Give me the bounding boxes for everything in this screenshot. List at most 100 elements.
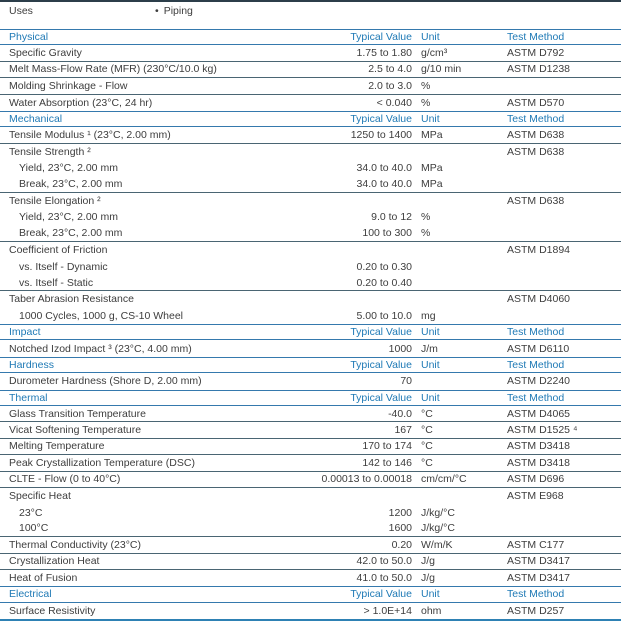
section-title: Electrical bbox=[9, 588, 52, 601]
unit: % bbox=[421, 96, 431, 109]
property-name: Heat of Fusion bbox=[9, 572, 78, 585]
table-row: Tensile Strength ² ASTM D638 bbox=[0, 144, 621, 160]
section-header-row: Hardness Typical Value Unit Test Method bbox=[0, 356, 621, 374]
table-row: Glass Transition Temperature -40.0 °C ASTM … bbox=[0, 406, 621, 423]
typical-value: 70 bbox=[400, 375, 412, 388]
typical-value: 0.00013 to 0.00018 bbox=[321, 473, 412, 486]
section-header-row: Electrical Typical Value Unit Test Method bbox=[0, 586, 621, 603]
col-header-typical-value: Typical Value bbox=[350, 391, 412, 404]
uses-value: • Piping bbox=[155, 5, 621, 17]
col-header-unit: Unit bbox=[421, 31, 440, 44]
typical-value: 170 to 174 bbox=[362, 440, 412, 453]
typical-value: 0.20 to 0.40 bbox=[356, 276, 412, 289]
table-row: Thermal Conductivity (23°C) 0.20 W/m/K ASTM… bbox=[0, 537, 621, 554]
typical-value: -40.0 bbox=[388, 407, 412, 420]
property-name: Yield, 23°C, 2.00 mm bbox=[19, 211, 118, 224]
unit: J/kg/°C bbox=[421, 522, 455, 535]
property-name: Notched Izod Impact ³ (23°C, 4.00 mm) bbox=[9, 342, 192, 355]
typical-value: 100 to 300 bbox=[362, 227, 412, 240]
test-method: ASTM D1894 bbox=[507, 244, 571, 257]
table-row: Surface Resistivity > 1.0E+14 ohm ASTM D257 bbox=[0, 603, 621, 619]
property-name: Tensile Modulus ¹ (23°C, 2.00 mm) bbox=[9, 129, 171, 142]
test-method: ASTM D638 bbox=[507, 145, 565, 158]
typical-value: < 0.040 bbox=[376, 96, 412, 109]
typical-value: 1200 bbox=[388, 506, 412, 519]
table-row: Vicat Softening Temperature 167 °C ASTM D15… bbox=[0, 422, 621, 439]
table-row: Taber Abrasion Resistance ASTM D4060 bbox=[0, 291, 621, 307]
property-name: Molding Shrinkage - Flow bbox=[9, 79, 128, 92]
col-header-typical-value: Typical Value bbox=[350, 113, 412, 126]
typical-value: 5.00 to 10.0 bbox=[356, 309, 412, 322]
test-method: ASTM D3417 bbox=[507, 572, 571, 585]
unit: mg bbox=[421, 309, 436, 322]
table-row: Break, 23°C, 2.00 mm 100 to 300% bbox=[0, 226, 621, 243]
unit: W/m/K bbox=[421, 538, 453, 551]
test-method: ASTM E968 bbox=[507, 490, 564, 503]
typical-value: 1.75 to 1.80 bbox=[356, 47, 412, 60]
table-row: Crystallization Heat 42.0 to 50.0 J/g ASTM … bbox=[0, 554, 621, 570]
unit: J/m bbox=[421, 342, 438, 355]
unit: J/g bbox=[421, 555, 436, 568]
table-row: 23°C 1200 J/kg/°C bbox=[0, 504, 621, 520]
typical-value: 2.5 to 4.0 bbox=[368, 63, 412, 76]
section-title: Physical bbox=[9, 31, 49, 44]
test-method: ASTM D3418 bbox=[507, 440, 571, 453]
section-title: Thermal bbox=[9, 391, 48, 404]
table-row: CLTE - Flow (0 to 40°C) 0.00013 to 0.0001… bbox=[0, 472, 621, 488]
table-row: Coefficient of Friction ASTM D1894 bbox=[0, 242, 621, 258]
table-row: 100°C 1600 J/kg/°C bbox=[0, 521, 621, 538]
table-row: Yield, 23°C, 2.00 mm 9.0 to 12% bbox=[0, 209, 621, 225]
test-method: ASTM D4065 bbox=[507, 407, 571, 420]
typical-value: 1000 bbox=[388, 342, 412, 355]
test-method: ASTM D1238 bbox=[507, 63, 571, 76]
table-row: Specific Heat ASTM E968 bbox=[0, 488, 621, 504]
typical-value: 2.0 to 3.0 bbox=[368, 79, 412, 92]
property-name: Break, 23°C, 2.00 mm bbox=[19, 227, 123, 240]
property-name: vs. Itself - Dynamic bbox=[19, 260, 108, 273]
table-row: Specific Gravity 1.75 to 1.80 g/cm³ ASTM D7… bbox=[0, 45, 621, 62]
table-row: Yield, 23°C, 2.00 mm 34.0 to 40.0 MPa bbox=[0, 160, 621, 176]
property-name: Glass Transition Temperature bbox=[9, 407, 146, 420]
test-method: ASTM D792 bbox=[507, 47, 565, 60]
test-method: ASTM C177 bbox=[507, 538, 565, 551]
typical-value: 42.0 to 50.0 bbox=[356, 555, 412, 568]
col-header-typical-value: Typical Value bbox=[350, 326, 412, 339]
section-header-row: Physical Typical Value Unit Test Method bbox=[0, 29, 621, 46]
col-header-typical-value: Typical Value bbox=[350, 588, 412, 601]
test-method: ASTM D570 bbox=[507, 96, 565, 109]
unit: % bbox=[421, 211, 431, 224]
test-method: ASTM D3418 bbox=[507, 456, 571, 469]
table-row: Water Absorption (23°C, 24 hr) < 0.040% AS… bbox=[0, 95, 621, 111]
col-header-test-method: Test Method bbox=[507, 588, 565, 601]
unit: g/cm³ bbox=[421, 47, 448, 60]
unit: °C bbox=[421, 440, 433, 453]
typical-value: 167 bbox=[394, 424, 412, 437]
typical-value: 1250 to 1400 bbox=[350, 129, 412, 142]
unit: MPa bbox=[421, 178, 443, 191]
test-method: ASTM D6110 bbox=[507, 342, 570, 355]
unit: ohm bbox=[421, 604, 442, 617]
section-header-row: Mechanical Typical Value Unit Test Method bbox=[0, 110, 621, 128]
property-name: CLTE - Flow (0 to 40°C) bbox=[9, 473, 121, 486]
col-header-test-method: Test Method bbox=[507, 31, 565, 44]
col-header-test-method: Test Method bbox=[507, 391, 565, 404]
test-method: ASTM D4060 bbox=[507, 293, 571, 306]
property-name: Taber Abrasion Resistance bbox=[9, 293, 134, 306]
table-row: Notched Izod Impact ³ (23°C, 4.00 mm) 100… bbox=[0, 340, 621, 356]
unit: % bbox=[421, 79, 431, 92]
typical-value: 0.20 to 0.30 bbox=[356, 260, 412, 273]
col-header-typical-value: Typical Value bbox=[350, 31, 412, 44]
property-name: Specific Heat bbox=[9, 490, 71, 503]
unit: g/10 min bbox=[421, 63, 462, 76]
property-name: Coefficient of Friction bbox=[9, 244, 108, 257]
col-header-test-method: Test Method bbox=[507, 113, 565, 126]
properties-table: Physical Typical Value Unit Test Method Spec… bbox=[0, 29, 621, 622]
col-header-unit: Unit bbox=[421, 391, 440, 404]
property-name: Vicat Softening Temperature bbox=[9, 424, 142, 437]
table-row: Break, 23°C, 2.00 mm 34.0 to 40.0 MPa bbox=[0, 177, 621, 193]
table-row: vs. Itself - Static 0.20 to 0.40 bbox=[0, 275, 621, 292]
unit: % bbox=[421, 227, 431, 240]
col-header-typical-value: Typical Value bbox=[350, 359, 412, 371]
typical-value: 0.20 bbox=[391, 538, 412, 551]
unit: °C bbox=[421, 456, 433, 469]
